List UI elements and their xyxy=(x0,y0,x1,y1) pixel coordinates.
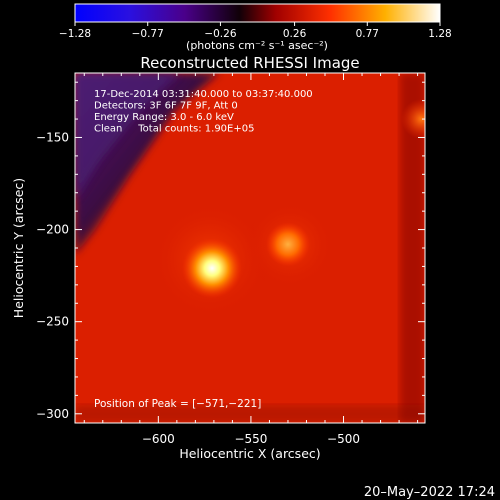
colorbar-tick-label: −0.77 xyxy=(132,28,164,40)
info-annotations: 17-Dec-2014 03:31:40.000 to 03:37:40.000… xyxy=(94,89,313,135)
chart-title: Reconstructed RHESSI Image xyxy=(140,54,359,72)
annotation-line: 17-Dec-2014 03:31:40.000 to 03:37:40.000 xyxy=(94,89,313,100)
heatmap-image xyxy=(75,73,425,423)
colorbar-tick-label: 0.26 xyxy=(283,28,307,40)
timestamp: 20–May–2022 17:24 xyxy=(364,485,495,500)
source-marks xyxy=(182,99,425,299)
colorbar-units: (photons cm⁻² s⁻¹ asec⁻²) xyxy=(186,39,328,52)
x-tick-label: −500 xyxy=(327,432,360,446)
y-tick-label: −300 xyxy=(36,407,69,421)
colorbar-tick-label: −1.28 xyxy=(59,28,91,40)
source-spot xyxy=(182,238,243,299)
y-axis-ticks: −150 −200 −250 −300 xyxy=(36,81,425,421)
colorbar-tick-label: 1.28 xyxy=(428,28,451,40)
y-tick-label: −150 xyxy=(36,130,69,144)
x-axis-label: Heliocentric X (arcsec) xyxy=(179,446,320,461)
y-axis-label: Heliocentric Y (arcsec) xyxy=(11,178,26,318)
peak-position-label: Position of Peak = [−571,−221] xyxy=(94,398,261,410)
annotation-line: Detectors: 3F 6F 7F 9F, Att 0 xyxy=(94,101,238,112)
y-tick-label: −200 xyxy=(36,223,69,237)
colorbar-ticks: −1.28 −0.77 −0.26 0.26 0.77 1.28 xyxy=(59,22,452,40)
y-tick-label: −250 xyxy=(36,315,69,329)
source-spot xyxy=(265,222,310,267)
colorbar-tick-label: −0.26 xyxy=(204,28,236,40)
colorbar xyxy=(74,3,441,23)
x-tick-label: −550 xyxy=(234,432,267,446)
annotation-line: Clean Total counts: 1.90E+05 xyxy=(94,124,254,135)
x-tick-label: −600 xyxy=(142,432,175,446)
colorbar-tick-label: 0.77 xyxy=(356,28,379,40)
x-axis-ticks: −600 −550 −500 xyxy=(83,73,419,446)
annotation-line: Energy Range: 3.0 - 6.0 keV xyxy=(94,112,234,123)
source-spot xyxy=(401,99,425,140)
